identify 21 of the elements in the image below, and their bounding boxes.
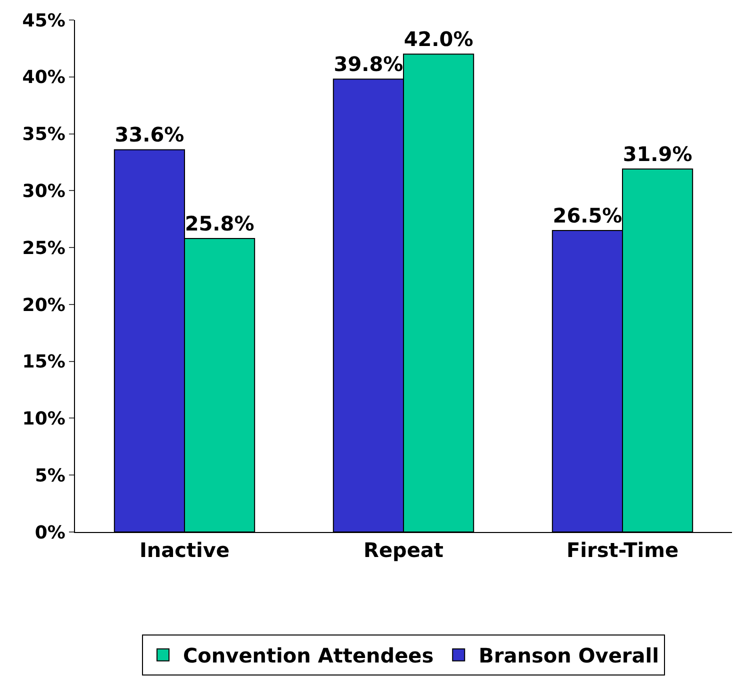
- data-label: 39.8%: [334, 52, 404, 76]
- data-label: 33.6%: [114, 122, 184, 147]
- y-tick-label: 0%: [34, 522, 66, 544]
- legend-label: Convention Attendees: [183, 644, 434, 668]
- y-tick-label: 25%: [22, 238, 66, 259]
- y-tick-label: 30%: [22, 180, 66, 202]
- x-tick-label: Repeat: [364, 538, 444, 562]
- data-label: 26.5%: [552, 203, 622, 228]
- y-tick-label: 5%: [34, 465, 66, 486]
- y-tick-label: 40%: [22, 67, 66, 88]
- x-tick-label: First-Time: [566, 538, 679, 562]
- legend-label: Branson Overall: [478, 644, 659, 668]
- y-tick-label: 10%: [22, 408, 66, 430]
- x-tick-label: Inactive: [139, 538, 230, 562]
- y-tick-label: 45%: [22, 10, 66, 32]
- data-label: 42.0%: [404, 27, 474, 52]
- y-tick-label: 15%: [22, 352, 66, 373]
- data-label: 31.9%: [622, 142, 692, 166]
- data-label: 25.8%: [184, 211, 254, 236]
- y-tick-label: 35%: [22, 124, 66, 146]
- y-tick-label: 20%: [22, 294, 66, 316]
